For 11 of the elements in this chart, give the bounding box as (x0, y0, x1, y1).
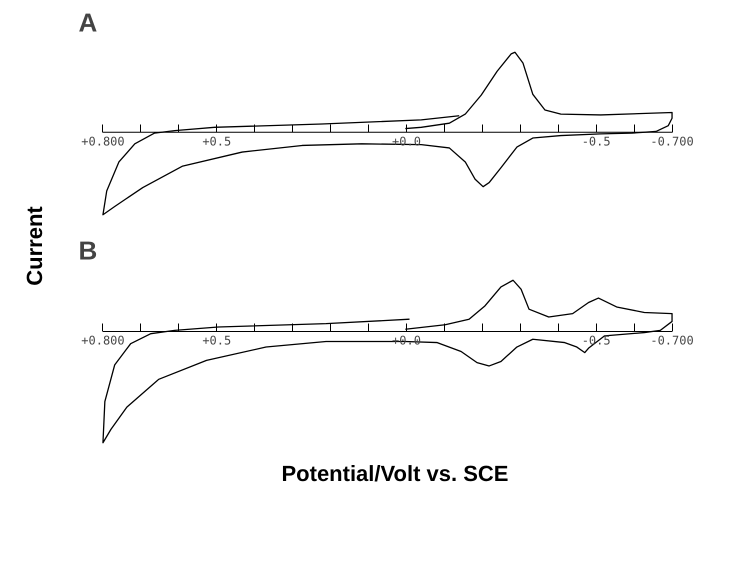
x-tick-label: +0.800 (81, 333, 125, 348)
x-tick-label: +0.5 (202, 333, 232, 348)
x-tick-label: -0.700 (650, 333, 694, 348)
x-tick-label: -0.700 (650, 134, 694, 148)
chart-title: A (78, 8, 98, 38)
chart-title: B (78, 236, 98, 266)
x-tick-label: +0.5 (202, 134, 232, 148)
y-axis-title: Current (22, 205, 48, 288)
x-tick-label: +0.800 (81, 134, 125, 148)
x-axis-title: Potential/Volt vs. SCE (280, 461, 510, 487)
x-tick-label: -0.5 (582, 134, 611, 148)
